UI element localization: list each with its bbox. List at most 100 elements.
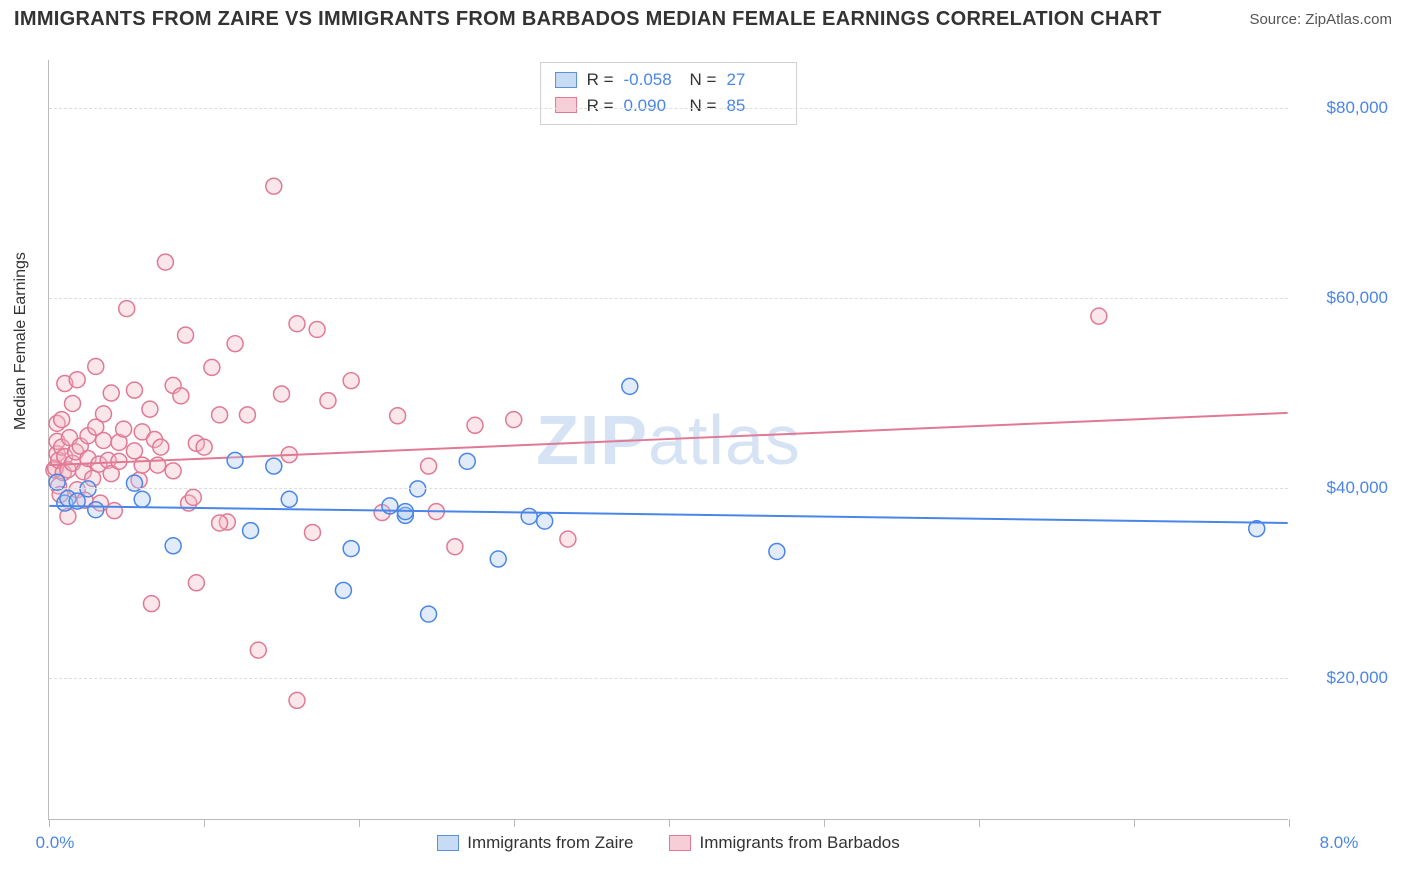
x-tick xyxy=(824,819,825,827)
point-blue xyxy=(537,513,553,529)
x-tick xyxy=(204,819,205,827)
legend-swatch-pink xyxy=(555,97,577,113)
correlation-row-pink: R = 0.090 N = 85 xyxy=(555,93,783,119)
y-tick-label: $80,000 xyxy=(1298,98,1388,118)
point-blue xyxy=(490,551,506,567)
legend-item-blue: Immigrants from Zaire xyxy=(437,833,633,853)
point-blue xyxy=(343,541,359,557)
r-value-pink: 0.090 xyxy=(624,93,680,119)
point-pink xyxy=(447,539,463,555)
legend-item-pink: Immigrants from Barbados xyxy=(669,833,899,853)
point-pink xyxy=(343,373,359,389)
gridline xyxy=(49,678,1288,679)
chart-title: IMMIGRANTS FROM ZAIRE VS IMMIGRANTS FROM… xyxy=(14,8,1162,31)
point-pink xyxy=(142,401,158,417)
x-tick xyxy=(979,819,980,827)
point-blue xyxy=(281,491,297,507)
point-pink xyxy=(69,372,85,388)
point-blue xyxy=(126,475,142,491)
point-pink xyxy=(560,531,576,547)
n-label: N = xyxy=(690,67,717,93)
n-value-pink: 85 xyxy=(726,93,782,119)
point-pink xyxy=(304,524,320,540)
source-label: Source: ZipAtlas.com xyxy=(1249,11,1392,28)
point-pink xyxy=(212,515,228,531)
n-label: N = xyxy=(690,93,717,119)
point-pink xyxy=(320,393,336,409)
y-tick-label: $40,000 xyxy=(1298,478,1388,498)
point-pink xyxy=(506,412,522,428)
point-pink xyxy=(116,421,132,437)
point-pink xyxy=(106,503,122,519)
y-tick-label: $20,000 xyxy=(1298,668,1388,688)
point-pink xyxy=(143,596,159,612)
x-tick xyxy=(49,819,50,827)
x-tick xyxy=(1134,819,1135,827)
point-pink xyxy=(178,327,194,343)
gridline xyxy=(49,488,1288,489)
point-pink xyxy=(54,412,70,428)
n-value-blue: 27 xyxy=(726,67,782,93)
point-pink xyxy=(274,386,290,402)
r-value-blue: -0.058 xyxy=(624,67,680,93)
x-tick-label: 0.0% xyxy=(36,833,75,853)
point-pink xyxy=(212,407,228,423)
point-pink xyxy=(96,406,112,422)
point-pink xyxy=(289,692,305,708)
series-legend: Immigrants from Zaire Immigrants from Ba… xyxy=(49,833,1288,853)
point-pink xyxy=(126,443,142,459)
point-pink xyxy=(309,321,325,337)
point-blue xyxy=(421,606,437,622)
point-pink xyxy=(196,439,212,455)
point-pink xyxy=(153,439,169,455)
point-pink xyxy=(96,432,112,448)
point-pink xyxy=(1091,308,1107,324)
x-tick xyxy=(669,819,670,827)
point-pink xyxy=(250,642,266,658)
point-blue xyxy=(243,523,259,539)
y-tick-label: $60,000 xyxy=(1298,288,1388,308)
point-blue xyxy=(227,452,243,468)
point-pink xyxy=(173,388,189,404)
point-blue xyxy=(266,458,282,474)
correlation-row-blue: R = -0.058 N = 27 xyxy=(555,67,783,93)
r-label: R = xyxy=(587,67,614,93)
point-blue xyxy=(88,502,104,518)
point-pink xyxy=(239,407,255,423)
chart-area: ZIPatlas R = -0.058 N = 27 R = 0.090 N =… xyxy=(48,60,1288,820)
point-blue xyxy=(335,582,351,598)
point-blue xyxy=(459,453,475,469)
x-tick xyxy=(1289,819,1290,827)
point-blue xyxy=(410,481,426,497)
point-pink xyxy=(88,358,104,374)
point-pink xyxy=(390,408,406,424)
point-pink xyxy=(119,301,135,317)
point-blue xyxy=(521,508,537,524)
y-axis-label: Median Female Earnings xyxy=(12,252,30,430)
point-pink xyxy=(134,457,150,473)
legend-swatch-pink xyxy=(669,835,691,851)
x-tick-label: 8.0% xyxy=(1320,833,1359,853)
point-pink xyxy=(266,178,282,194)
point-pink xyxy=(289,316,305,332)
point-pink xyxy=(103,385,119,401)
point-pink xyxy=(467,417,483,433)
r-label: R = xyxy=(587,93,614,119)
point-pink xyxy=(204,359,220,375)
point-pink xyxy=(227,336,243,352)
point-pink xyxy=(165,463,181,479)
point-pink xyxy=(126,382,142,398)
legend-swatch-blue xyxy=(437,835,459,851)
point-blue xyxy=(769,543,785,559)
legend-swatch-blue xyxy=(555,72,577,88)
point-blue xyxy=(622,378,638,394)
point-pink xyxy=(65,395,81,411)
point-blue xyxy=(80,481,96,497)
point-pink xyxy=(421,458,437,474)
point-blue xyxy=(134,491,150,507)
x-tick xyxy=(359,819,360,827)
gridline xyxy=(49,108,1288,109)
gridline xyxy=(49,298,1288,299)
correlation-legend: R = -0.058 N = 27 R = 0.090 N = 85 xyxy=(540,62,798,125)
point-pink xyxy=(185,489,201,505)
